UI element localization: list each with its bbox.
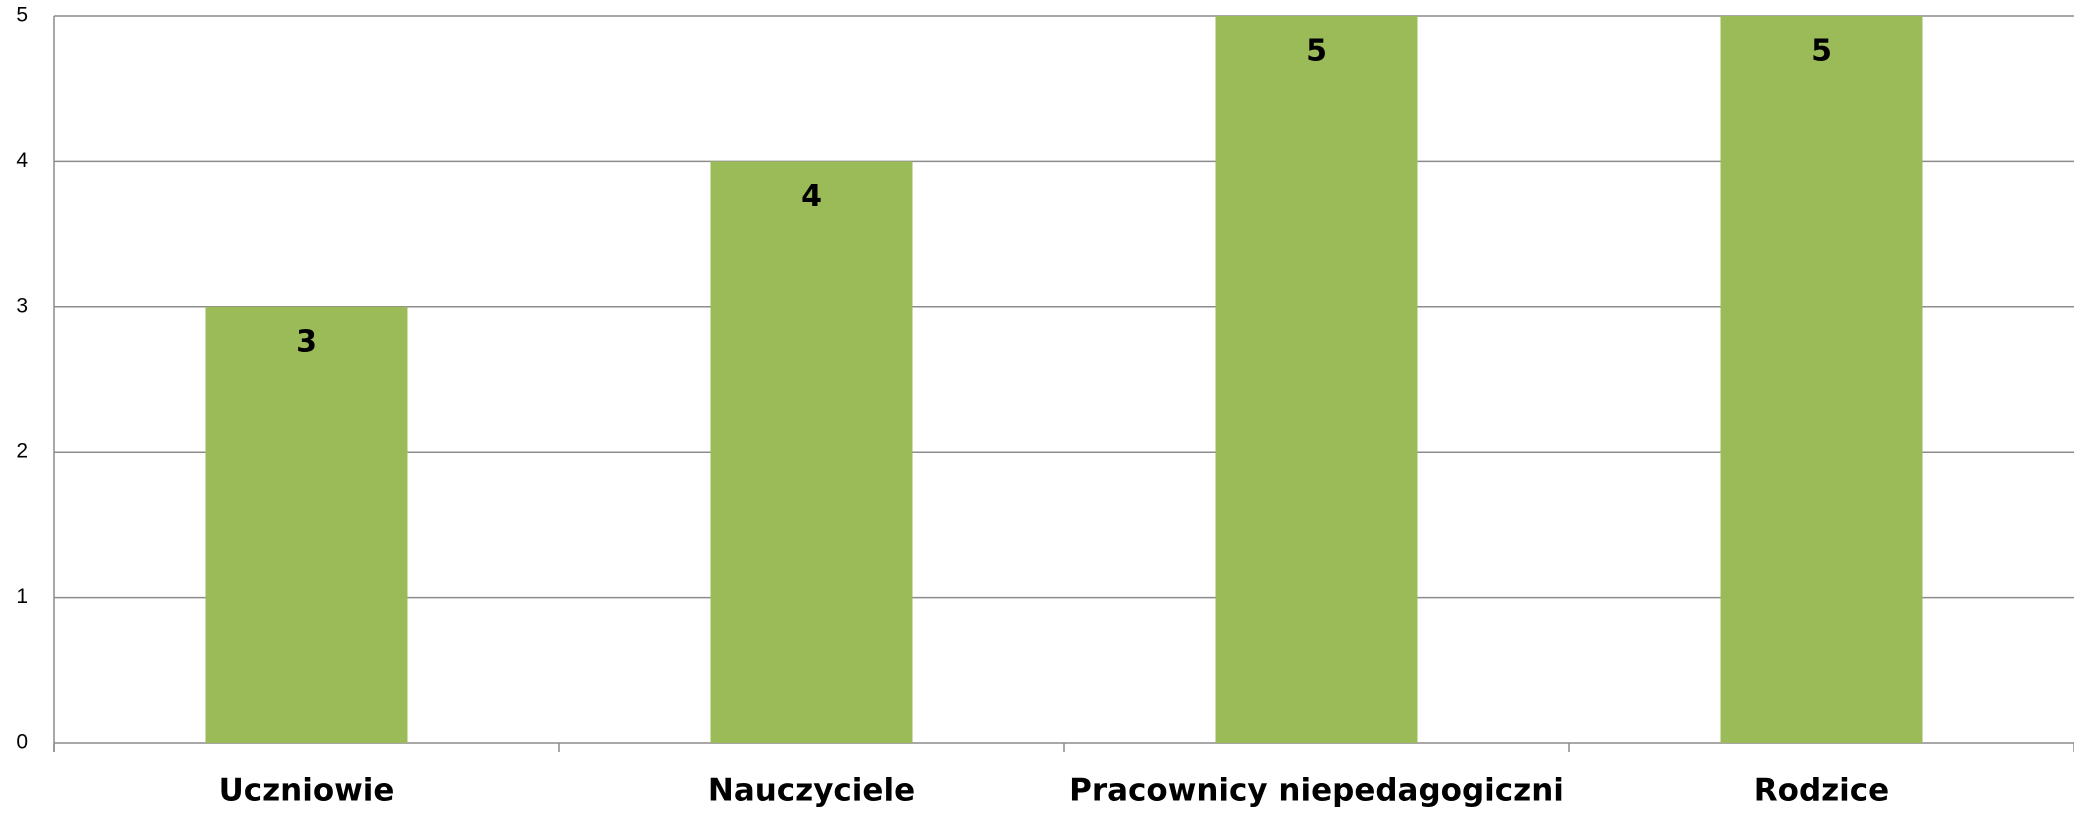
x-tick-label: Pracownicy niepedagogiczni [1069, 773, 1564, 809]
bar [1720, 16, 1923, 743]
bar [1215, 16, 1418, 743]
y-tick-label: 2 [16, 440, 28, 463]
y-tick-label: 5 [16, 4, 28, 27]
x-tick-label: Nauczyciele [708, 773, 915, 809]
y-tick-label: 3 [16, 294, 28, 317]
x-tick-label: Rodzice [1754, 773, 1889, 809]
bar [205, 306, 408, 743]
data-label: 5 [1306, 34, 1327, 69]
bar [710, 161, 913, 743]
y-tick-label: 1 [16, 585, 28, 608]
y-tick-label: 0 [16, 731, 28, 754]
data-label: 3 [296, 324, 317, 359]
x-tick-label: Uczniowie [219, 773, 395, 809]
data-label: 4 [801, 179, 822, 214]
y-tick-label: 4 [16, 149, 28, 172]
data-label: 5 [1811, 34, 1832, 69]
